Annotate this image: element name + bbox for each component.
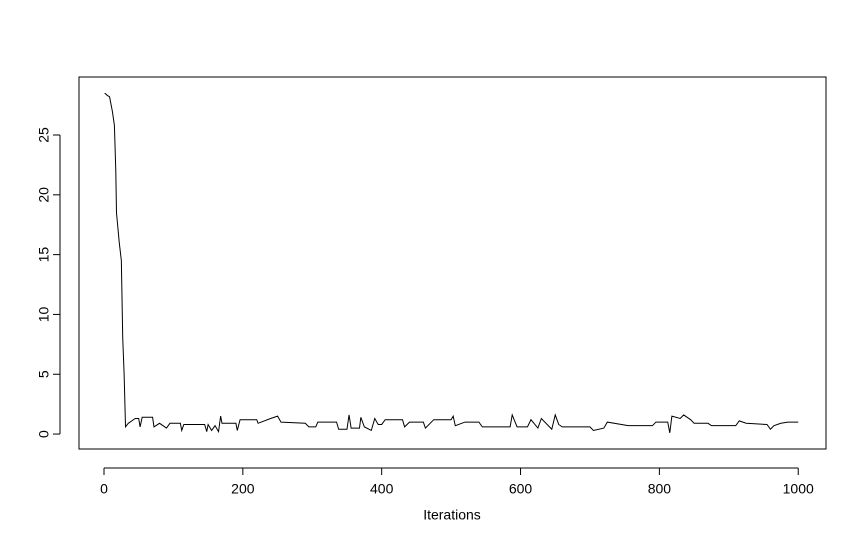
x-tick-label: 200 <box>231 481 255 497</box>
x-tick-label: 800 <box>648 481 672 497</box>
y-tick-label: 20 <box>36 187 52 203</box>
y-tick-label: 0 <box>36 430 52 438</box>
x-axis-label: Iterations <box>423 507 481 523</box>
x-tick-label: 1000 <box>783 481 814 497</box>
y-tick-label: 15 <box>36 247 52 263</box>
x-tick-label: 400 <box>370 481 394 497</box>
trace-line <box>104 92 799 434</box>
y-tick-label: 25 <box>36 127 52 143</box>
x-tick-label: 600 <box>509 481 533 497</box>
y-tick-label: 10 <box>36 306 52 322</box>
plot-box <box>78 76 827 450</box>
x-tick-label: 0 <box>100 481 108 497</box>
y-tick-label: 5 <box>36 370 52 378</box>
